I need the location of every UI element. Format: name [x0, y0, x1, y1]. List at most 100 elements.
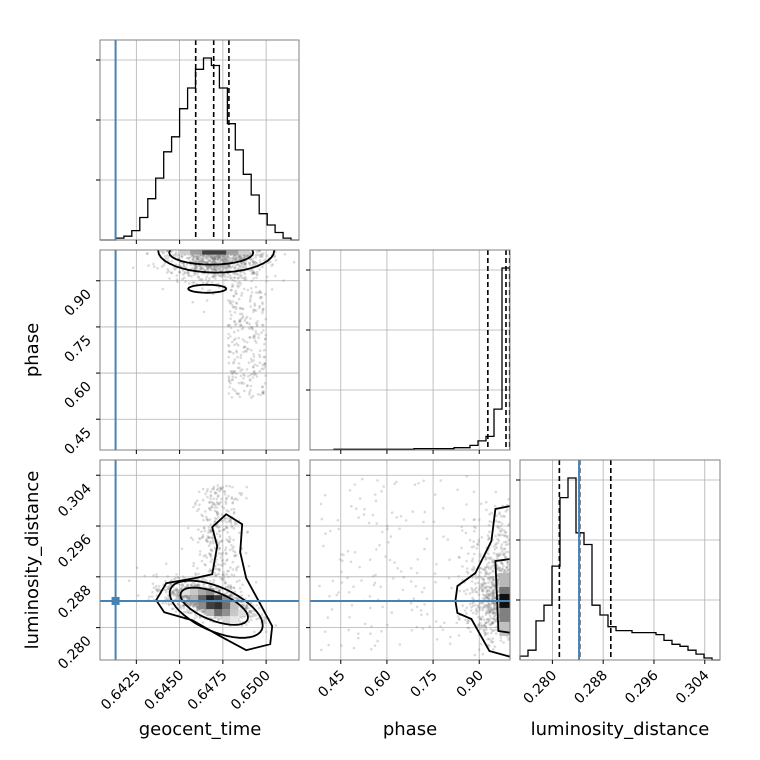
scatter-point: [497, 539, 501, 542]
scatter-point: [194, 254, 197, 258]
scatter-point: [227, 379, 231, 382]
scatter-point: [327, 643, 331, 647]
scatter-point: [249, 609, 252, 613]
scatter-point: [491, 597, 494, 600]
scatter-point: [490, 609, 493, 612]
scatter-point: [156, 589, 159, 593]
scatter-point: [187, 596, 191, 600]
scatter-point: [213, 574, 217, 577]
scatter-point: [490, 580, 494, 584]
scatter-point: [212, 257, 215, 261]
scatter-point: [487, 643, 490, 647]
scatter-point: [474, 526, 477, 530]
scatter-point: [198, 550, 202, 553]
scatter-point: [221, 573, 224, 576]
scatter-point: [243, 319, 247, 323]
scatter-point: [449, 635, 452, 639]
scatter-point: [486, 534, 490, 537]
scatter-point: [236, 281, 240, 285]
scatter-point: [504, 550, 508, 554]
scatter-point: [152, 262, 155, 266]
scatter-point: [357, 516, 360, 519]
scatter-point: [483, 618, 486, 622]
scatter-point: [205, 281, 209, 284]
scatter-point: [236, 366, 240, 370]
scatter-point: [261, 309, 264, 313]
scatter-point: [235, 553, 238, 557]
scatter-point: [503, 540, 506, 544]
scatter-point: [491, 575, 495, 579]
scatter-point: [233, 267, 237, 270]
scatter-point: [210, 549, 214, 553]
scatter-point: [487, 593, 490, 597]
scatter-point: [256, 253, 260, 257]
scatter-point: [187, 274, 191, 278]
scatter-point: [500, 569, 503, 573]
scatter-point: [174, 251, 178, 254]
scatter-point: [471, 557, 475, 561]
scatter-point: [496, 554, 500, 558]
scatter-point: [373, 644, 377, 647]
scatter-point: [179, 588, 182, 592]
scatter-point: [232, 330, 236, 334]
scatter-point: [240, 294, 243, 297]
scatter-point: [217, 526, 220, 530]
scatter-point: [246, 531, 249, 534]
scatter-point: [248, 390, 251, 394]
scatter-point: [471, 601, 474, 605]
scatter-point: [202, 261, 205, 264]
scatter-point: [240, 274, 243, 277]
scatter-point: [228, 302, 232, 305]
scatter-point: [507, 522, 510, 526]
scatter-point: [215, 255, 218, 259]
scatter-point: [455, 621, 459, 625]
scatter-point: [226, 531, 229, 534]
scatter-point: [328, 594, 331, 598]
scatter-point: [195, 602, 199, 605]
scatter-point: [475, 612, 478, 616]
scatter-point: [203, 526, 206, 530]
scatter-point: [476, 590, 479, 594]
scatter-point: [493, 607, 497, 611]
scatter-point: [466, 626, 470, 630]
scatter-point: [232, 272, 235, 275]
scatter-point: [347, 591, 351, 594]
scatter-point: [196, 604, 199, 608]
scatter-point: [175, 274, 178, 277]
scatter-point: [433, 493, 437, 496]
scatter-point: [210, 281, 214, 284]
scatter-point: [238, 306, 242, 310]
scatter-point: [236, 273, 239, 276]
scatter-point: [194, 572, 197, 575]
scatter-point: [494, 543, 497, 547]
scatter-point: [229, 587, 233, 590]
scatter-point: [174, 588, 178, 591]
scatter-point: [210, 261, 213, 264]
contour-line: [155, 513, 274, 652]
scatter-point: [244, 349, 247, 353]
scatter-point: [253, 339, 257, 343]
scatter-point: [503, 553, 506, 556]
scatter-point: [192, 603, 195, 607]
scatter-point: [193, 264, 197, 267]
scatter-point: [217, 589, 221, 592]
scatter-point: [192, 258, 195, 262]
scatter-point: [194, 264, 197, 268]
scatter-point: [250, 269, 254, 273]
scatter-point: [199, 265, 202, 268]
scatter-point: [323, 493, 327, 497]
panel-frame: [99, 459, 300, 661]
scatter-point: [215, 510, 218, 513]
scatter-point: [214, 259, 217, 262]
scatter-point: [498, 569, 502, 572]
scatter-point: [423, 510, 427, 514]
scatter-point: [214, 269, 217, 272]
scatter-point: [233, 343, 236, 347]
scatter-point: [181, 575, 185, 578]
scatter-point: [194, 266, 198, 269]
scatter-point: [249, 305, 253, 308]
scatter-point: [498, 511, 501, 514]
scatter-point: [212, 501, 215, 505]
scatter-point: [497, 534, 501, 537]
scatter-point: [483, 569, 487, 572]
